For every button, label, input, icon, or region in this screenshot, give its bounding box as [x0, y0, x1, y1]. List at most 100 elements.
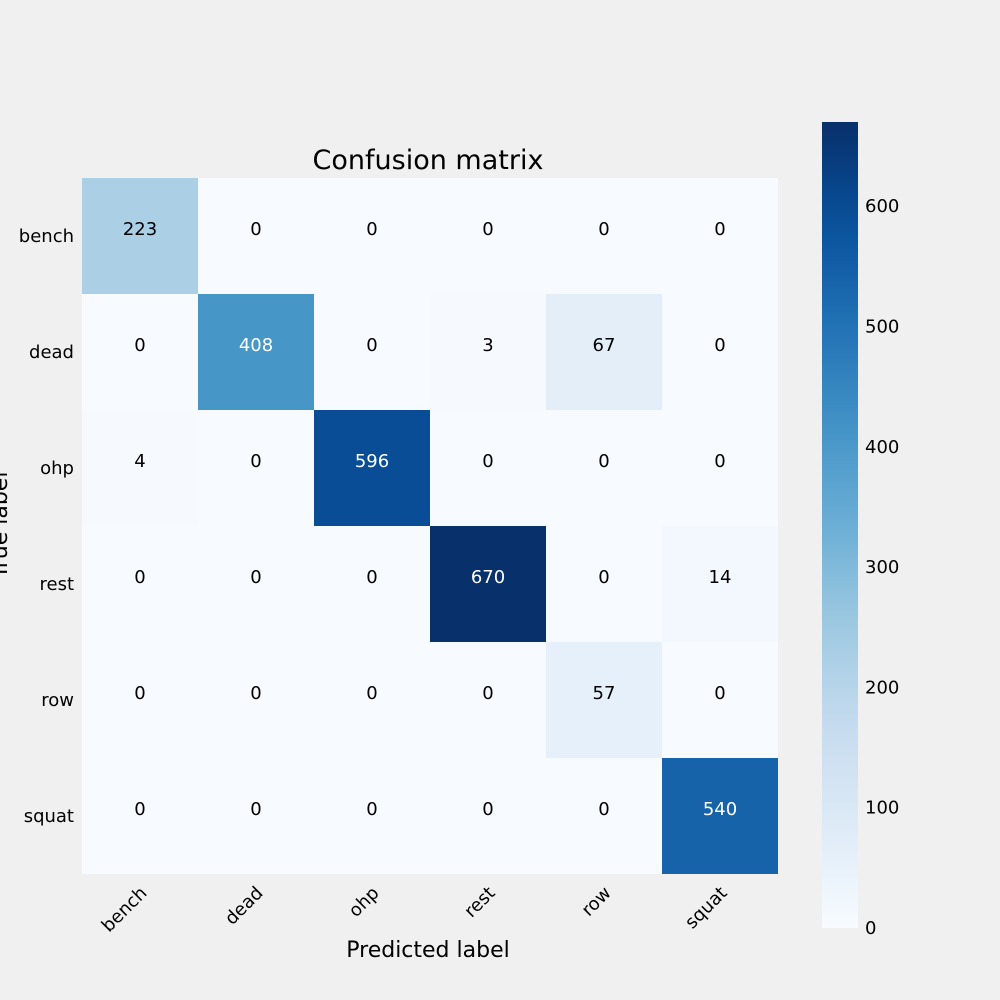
x-axis-ticks: bench dead ohp rest row squat	[98, 883, 732, 937]
heatmap-cell	[662, 410, 778, 526]
cell-value-label: 596	[355, 451, 389, 472]
x-tick-label: bench	[98, 883, 152, 937]
y-tick-label: dead	[29, 342, 74, 363]
y-tick-label: bench	[19, 226, 74, 247]
cell-value-label: 0	[250, 683, 261, 704]
cell-value-label: 0	[134, 683, 145, 704]
y-axis-label: True label	[0, 472, 13, 580]
cell-value-label: 0	[598, 451, 609, 472]
heatmap-cell	[662, 642, 778, 758]
cell-value-label: 408	[239, 335, 273, 356]
colorbar-tick-label: 0	[865, 918, 876, 939]
cell-value-label: 0	[250, 451, 261, 472]
cell-value-label: 0	[366, 567, 377, 588]
heatmap-cell	[314, 178, 430, 294]
heatmap-cells	[82, 178, 778, 874]
heatmap-cell	[314, 758, 430, 874]
heatmap-cell	[662, 526, 778, 642]
cell-value-label: 0	[366, 799, 377, 820]
heatmap-cell	[662, 178, 778, 294]
heatmap-cell	[546, 526, 662, 642]
cell-value-label: 0	[250, 219, 261, 240]
heatmap-cell	[198, 526, 314, 642]
colorbar-tick-label: 500	[865, 317, 899, 338]
x-tick-label: ohp	[345, 883, 384, 922]
heatmap-cell	[82, 758, 198, 874]
heatmap-cell	[546, 642, 662, 758]
cell-value-label: 14	[709, 567, 732, 588]
y-tick-label: rest	[39, 574, 74, 595]
cell-value-label: 223	[123, 219, 157, 240]
colorbar-tick-label: 100	[865, 798, 899, 819]
cell-value-label: 670	[471, 567, 505, 588]
heatmap-cell	[82, 410, 198, 526]
heatmap-cell	[430, 526, 546, 642]
heatmap-cell	[82, 178, 198, 294]
heatmap-cell	[430, 758, 546, 874]
heatmap-cell	[662, 294, 778, 410]
y-tick-label: squat	[24, 806, 74, 827]
heatmap-cell	[546, 758, 662, 874]
cell-value-label: 0	[482, 451, 493, 472]
heatmap-cell	[546, 178, 662, 294]
heatmap-cell	[198, 758, 314, 874]
heatmap-cell	[430, 410, 546, 526]
colorbar	[822, 122, 858, 928]
x-tick-label: dead	[221, 883, 268, 930]
cell-value-label: 0	[598, 219, 609, 240]
heatmap-cell	[198, 294, 314, 410]
heatmap-cell	[430, 294, 546, 410]
cell-value-label: 0	[134, 335, 145, 356]
y-axis-ticks: bench dead ohp rest row squat	[19, 226, 74, 827]
colorbar-tick-label: 600	[865, 196, 899, 217]
x-tick-label: row	[578, 883, 616, 921]
heatmap-cell	[314, 526, 430, 642]
heatmap-cell	[430, 642, 546, 758]
colorbar-ticks: 0 100 200 300 400 500 600	[865, 196, 899, 939]
cell-value-label: 3	[482, 335, 493, 356]
heatmap-cell	[314, 294, 430, 410]
heatmap-cell	[198, 410, 314, 526]
heatmap-cell	[546, 294, 662, 410]
cell-value-label: 57	[593, 683, 616, 704]
heatmap-cell	[198, 178, 314, 294]
cell-value-label: 0	[250, 567, 261, 588]
x-axis-label: Predicted label	[346, 938, 509, 963]
y-tick-label: row	[41, 690, 74, 711]
cell-value-label: 0	[714, 219, 725, 240]
cell-value-label: 0	[714, 335, 725, 356]
cell-value-label: 0	[134, 567, 145, 588]
cell-value-label: 0	[714, 451, 725, 472]
heatmap-cell	[546, 410, 662, 526]
cell-value-label: 4	[134, 451, 145, 472]
cell-value-label: 0	[598, 799, 609, 820]
cell-value-label: 0	[482, 219, 493, 240]
heatmap-cell	[314, 410, 430, 526]
heatmap-cell	[82, 526, 198, 642]
colorbar-tick-label: 200	[865, 677, 899, 698]
cell-value-label: 0	[366, 219, 377, 240]
heatmap-cell	[82, 642, 198, 758]
heatmap-cell	[430, 178, 546, 294]
heatmap-cell-labels: 223 0 0 0 0 00 408 0 3 67 04 0 596 0 0 00 0 0 670 0 140 0 0 0 57…	[123, 219, 737, 820]
x-tick-label: rest	[460, 883, 499, 922]
chart-title: Confusion matrix	[313, 145, 544, 176]
cell-value-label: 67	[593, 335, 616, 356]
cell-value-label: 0	[482, 799, 493, 820]
y-tick-label: ohp	[40, 458, 74, 479]
heatmap-cell	[662, 758, 778, 874]
heatmap-cell	[198, 642, 314, 758]
cell-value-label: 0	[482, 683, 493, 704]
colorbar-tick-label: 300	[865, 557, 899, 578]
colorbar-tick-label: 400	[865, 437, 899, 458]
cell-value-label: 0	[714, 683, 725, 704]
cell-value-label: 0	[366, 335, 377, 356]
heatmap-cell	[314, 642, 430, 758]
cell-value-label: 0	[250, 799, 261, 820]
x-tick-label: squat	[681, 883, 731, 933]
cell-value-label: 0	[134, 799, 145, 820]
cell-value-label: 0	[598, 567, 609, 588]
cell-value-label: 0	[366, 683, 377, 704]
cell-value-label: 540	[703, 799, 737, 820]
